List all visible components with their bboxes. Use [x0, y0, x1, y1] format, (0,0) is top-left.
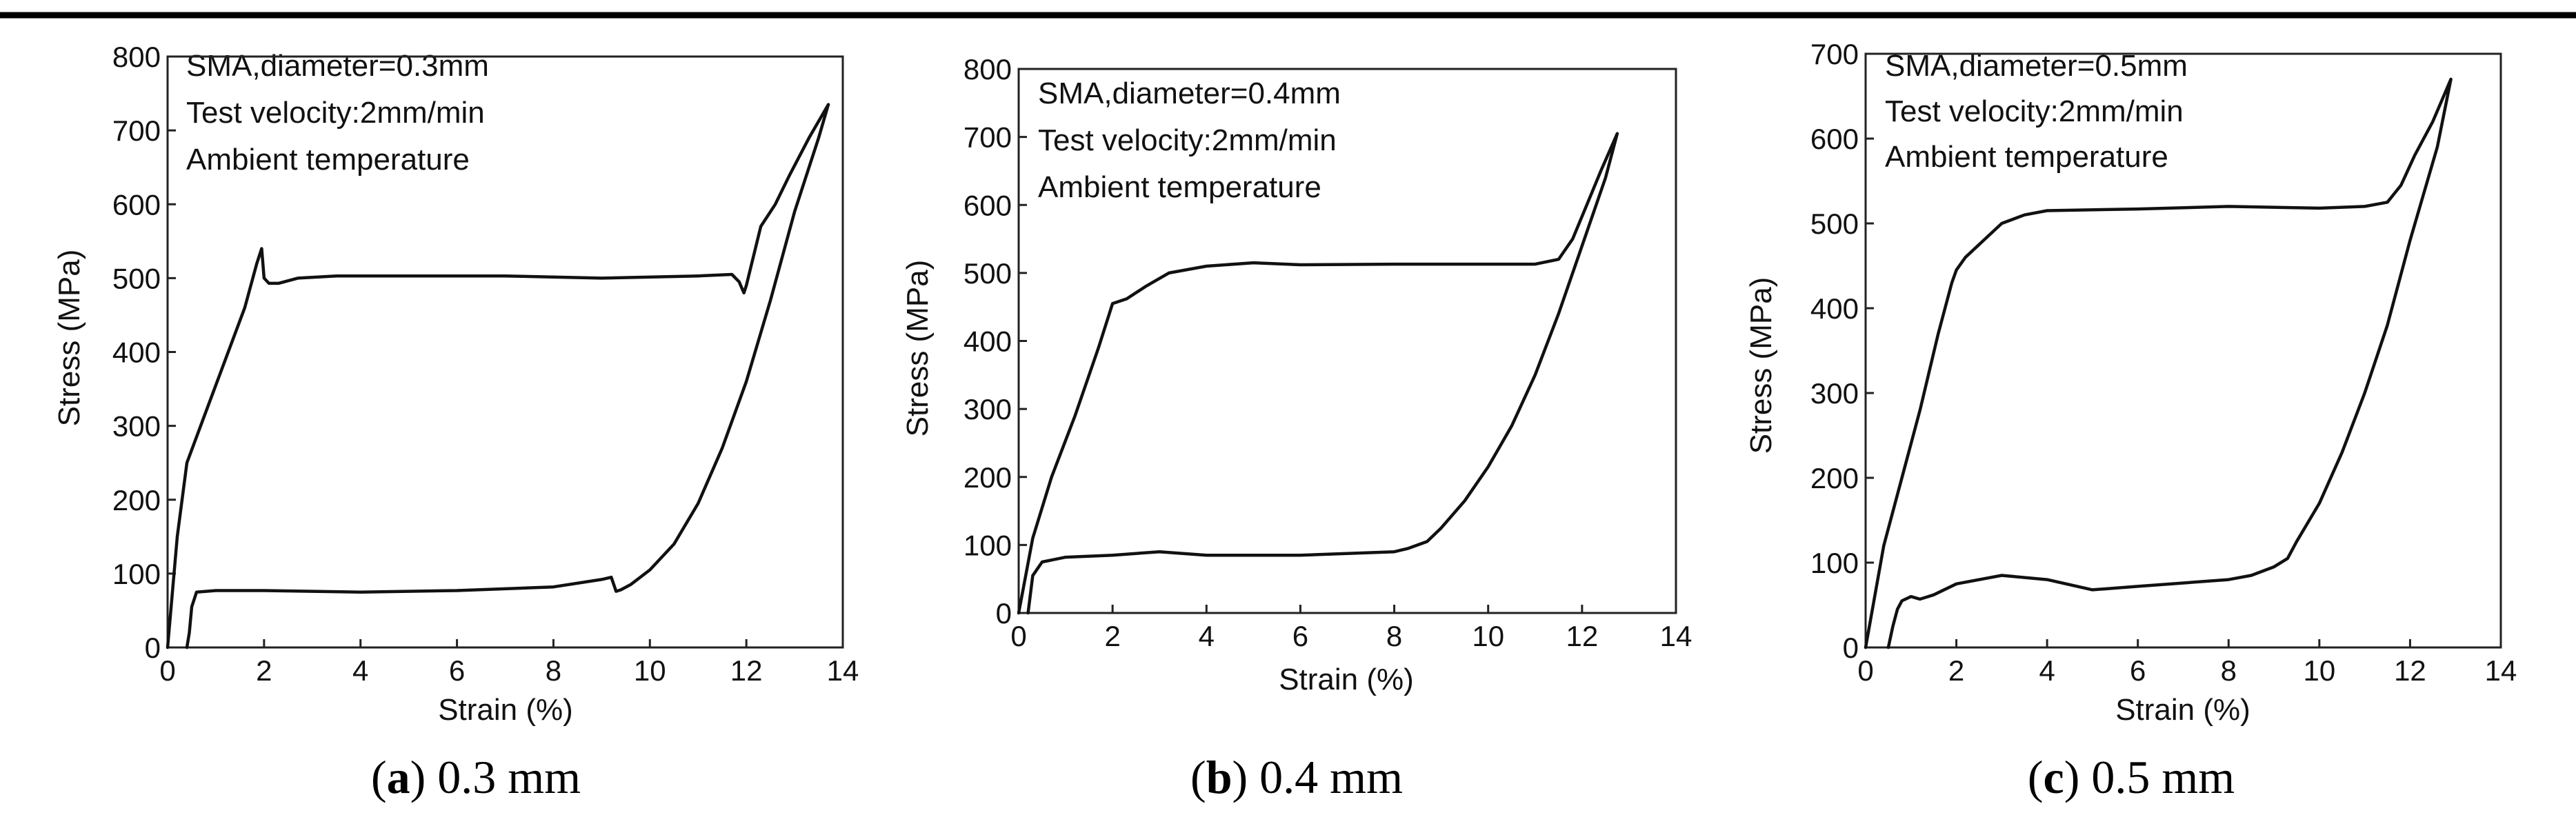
annotation-line-2: Test velocity:2mm/min	[186, 96, 485, 130]
caption-letter: a	[387, 751, 410, 803]
stress-strain-curve-series-0	[1864, 77, 2453, 650]
y-tick-label: 400	[112, 336, 161, 369]
y-tick-label: 500	[1810, 208, 1859, 240]
chart-area-2: 0 2 4 6 8 10 12 14 0 100 200 300 400 500 600 700	[1810, 38, 2517, 687]
y-tick-label: 100	[1810, 547, 1859, 579]
y-tick-label: 400	[963, 325, 1012, 358]
x-tick-label: 2	[256, 654, 272, 687]
x-tick-label: 2	[1948, 654, 1964, 687]
x-tick-label: 6	[449, 654, 465, 687]
y-tick-label: 800	[112, 41, 161, 73]
y-tick-label: 400	[1810, 292, 1859, 325]
y-tick-label: 200	[1810, 462, 1859, 494]
y-tick-label: 700	[112, 114, 161, 147]
y-tick-label: 500	[112, 262, 161, 294]
chart-panel-b: SMA,diameter=0.4mm Test velocity:2mm/min…	[901, 77, 1414, 803]
x-tick-label: 10	[1472, 620, 1504, 652]
x-tick-label: 2	[1104, 620, 1120, 652]
annotation-line-1: SMA,diameter=0.4mm	[1038, 77, 1341, 110]
annotation-line-3: Ambient temperature	[1885, 140, 2168, 174]
x-tick-label: 14	[827, 654, 859, 687]
chart-area-0: 0 2 4 6 8 10 12 14 0 100 200 300 400 500 600 700 800	[112, 41, 859, 687]
y-tick-label: 0	[1843, 632, 1859, 664]
y-tick-label: 600	[1810, 123, 1859, 155]
x-tick-label: 14	[1660, 620, 1693, 652]
x-tick-label: 12	[2394, 654, 2426, 687]
stress-strain-curve-series-0	[166, 103, 830, 650]
chart-area-1: 0 2 4 6 8 10 12 14 0 100 200 300 400 500 600 700 800	[963, 53, 1692, 652]
caption-text: 0.3 mm	[426, 751, 581, 803]
annotation-line-3: Ambient temperature	[1038, 170, 1321, 204]
y-axis-label: Stress (MPa)	[901, 260, 935, 437]
stress-strain-curve-series-0	[1017, 132, 1619, 615]
y-tick-label: 0	[145, 632, 161, 664]
y-tick-label: 800	[963, 53, 1012, 85]
x-tick-label: 8	[546, 654, 561, 687]
x-tick-label: 0	[1857, 654, 1873, 687]
x-tick-label: 12	[730, 654, 763, 687]
x-tick-label: 12	[1566, 620, 1598, 652]
y-tick-label: 100	[112, 558, 161, 590]
x-tick-label: 0	[159, 654, 175, 687]
caption-letter: b	[1206, 751, 1232, 803]
annotation-line-2: Test velocity:2mm/min	[1038, 123, 1337, 157]
y-tick-label: 0	[996, 597, 1012, 630]
plot-frame	[1864, 52, 2502, 649]
caption: (b) 0.4 mm	[1190, 751, 1403, 803]
y-axis-label: Stress (MPa)	[52, 250, 86, 427]
caption: (c) 0.5 mm	[2028, 751, 2235, 803]
x-tick-label: 4	[1199, 620, 1215, 652]
x-axis-label: Strain (%)	[438, 693, 573, 727]
x-axis-label: Strain (%)	[1279, 663, 1414, 696]
caption-text: 0.5 mm	[2079, 751, 2235, 803]
y-tick-label: 600	[963, 189, 1012, 221]
x-tick-label: 10	[634, 654, 666, 687]
x-axis-label: Strain (%)	[2115, 693, 2250, 727]
y-tick-label: 700	[1810, 38, 1859, 70]
y-tick-label: 500	[963, 257, 1012, 290]
chart-panel-c: SMA,diameter=0.5mm Test velocity:2mm/min…	[1744, 49, 2250, 803]
y-tick-label: 200	[963, 461, 1012, 494]
x-tick-label: 8	[2221, 654, 2237, 687]
annotation-line-3: Ambient temperature	[186, 143, 470, 177]
x-tick-label: 6	[1292, 620, 1308, 652]
x-tick-label: 0	[1010, 620, 1026, 652]
x-tick-label: 4	[352, 654, 368, 687]
x-tick-label: 10	[2303, 654, 2335, 687]
x-tick-label: 14	[2485, 654, 2517, 687]
y-tick-label: 300	[963, 393, 1012, 425]
y-tick-label: 600	[112, 188, 161, 221]
x-tick-label: 4	[2039, 654, 2055, 687]
y-tick-label: 700	[963, 121, 1012, 154]
y-tick-label: 300	[112, 410, 161, 443]
annotation-line-1: SMA,diameter=0.3mm	[186, 49, 489, 83]
chart-panel-a: SMA,diameter=0.3mm Test velocity:2mm/min…	[52, 49, 581, 803]
caption: (a) 0.3 mm	[371, 751, 581, 803]
caption-text: 0.4 mm	[1248, 751, 1403, 803]
caption-letter: c	[2044, 751, 2064, 803]
y-axis-label: Stress (MPa)	[1744, 277, 1778, 454]
annotation-line-2: Test velocity:2mm/min	[1885, 94, 2184, 128]
x-tick-label: 8	[1386, 620, 1402, 652]
y-tick-label: 300	[1810, 377, 1859, 410]
y-tick-label: 200	[112, 484, 161, 516]
x-tick-label: 6	[2130, 654, 2146, 687]
y-tick-label: 100	[963, 529, 1012, 561]
